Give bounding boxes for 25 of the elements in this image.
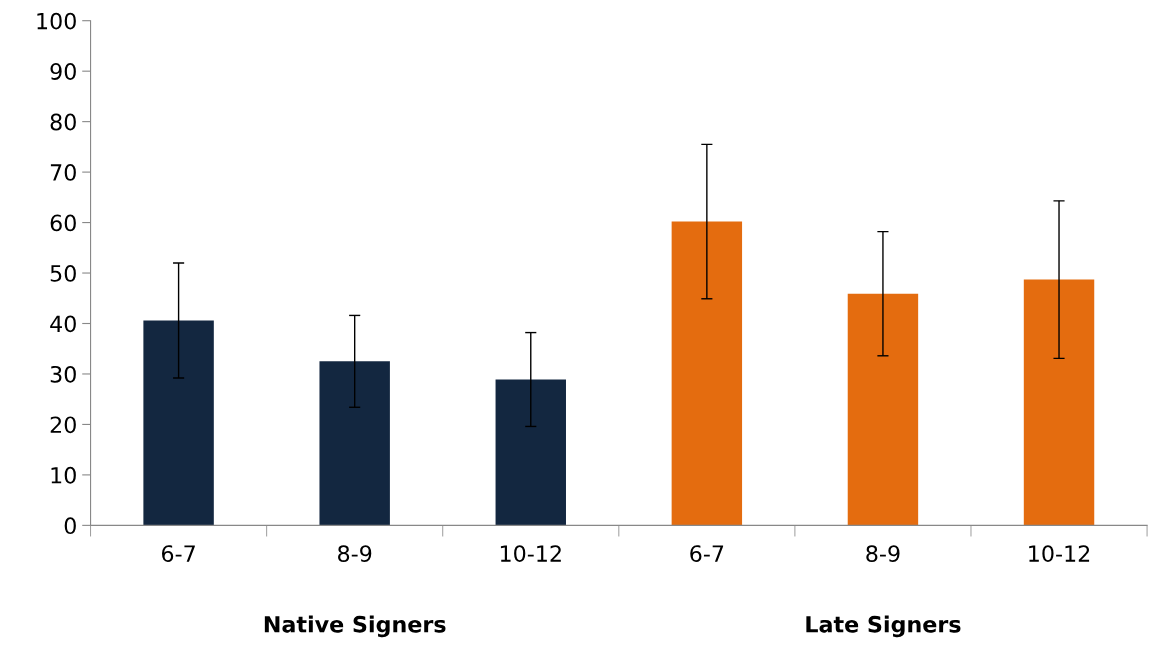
y-tick-label: 20 [50,416,76,434]
y-tick-label: 30 [50,365,76,383]
y-tick-label: 90 [50,63,76,80]
x-tick-label: 8-9 [866,545,900,563]
x-tick-label: 10-12 [1029,545,1090,563]
y-tick-label: 0 [64,517,76,535]
x-tick-label: 10-12 [500,545,561,563]
bar [1023,279,1095,526]
bar [495,379,566,526]
y-tick-label: 60 [50,214,76,232]
y-tick-label: 80 [50,113,76,131]
y-tick-label: 10 [51,466,76,484]
x-tick-label: 8-9 [338,545,372,563]
y-tick-label: 70 [50,164,76,181]
text: Late Signers [806,615,961,638]
bar [319,361,390,526]
y-tick-label: 50 [50,264,76,282]
y-tick-label: 40 [50,315,76,333]
bar [143,320,214,526]
text: Native Signers [264,615,446,638]
bar [671,221,743,526]
x-tick-label: 6-7 [162,545,195,563]
x-tick-label: 6-7 [690,545,724,563]
bar [847,293,919,526]
y-tick-label: 100 [37,12,76,30]
